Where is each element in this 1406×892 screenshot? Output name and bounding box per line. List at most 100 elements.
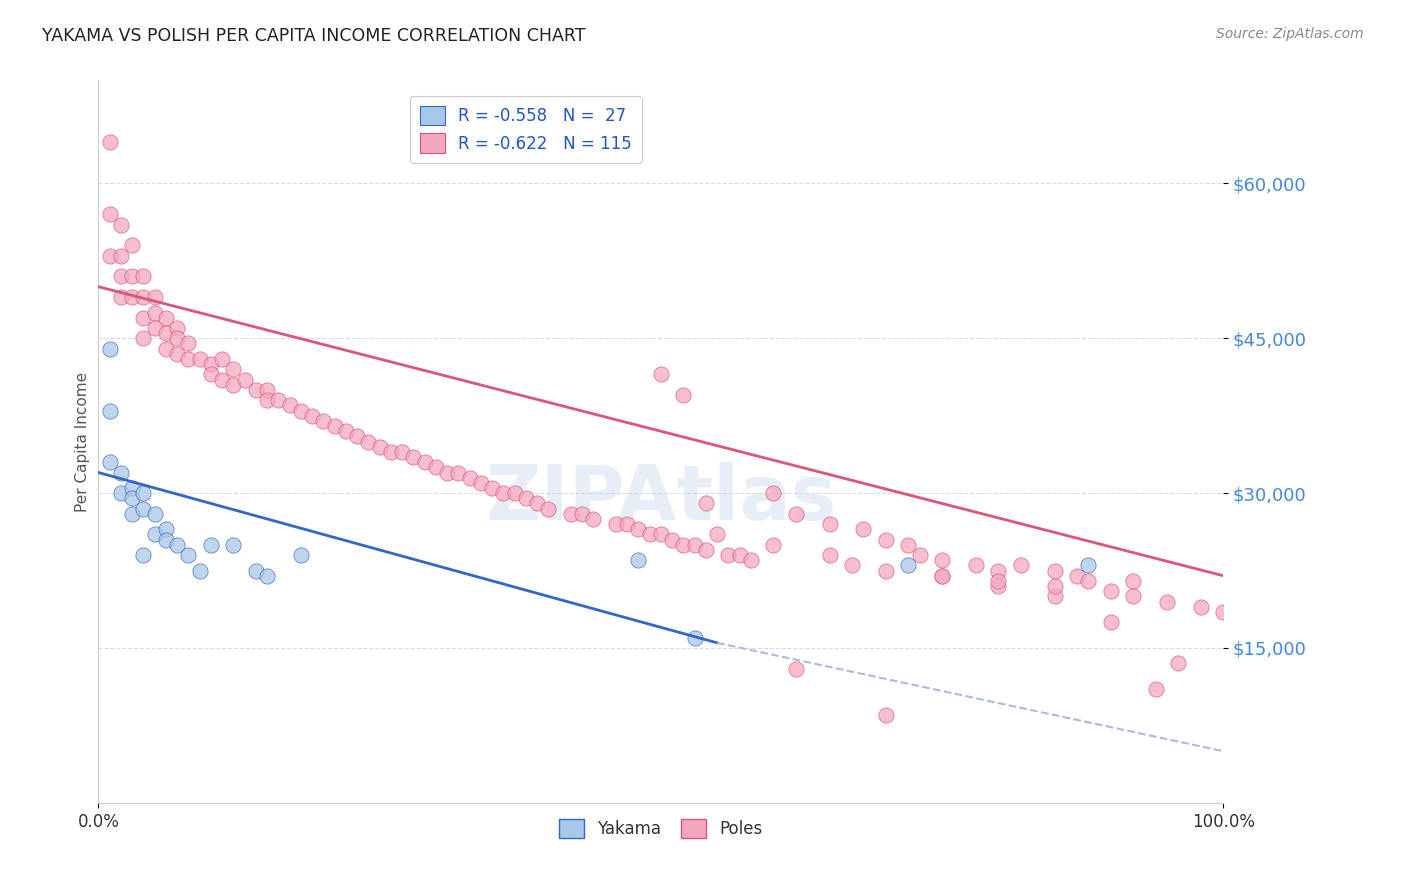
Point: [875, 708, 897, 723]
Point: [537, 501, 560, 516]
Point: [245, 564, 267, 578]
Point: [987, 564, 1010, 578]
Point: [931, 553, 953, 567]
Point: [188, 564, 211, 578]
Point: [650, 527, 672, 541]
Point: [132, 310, 155, 325]
Point: [256, 568, 278, 582]
Point: [121, 290, 143, 304]
Point: [290, 548, 312, 562]
Point: [1099, 584, 1122, 599]
Point: [143, 321, 166, 335]
Point: [1167, 657, 1189, 671]
Point: [931, 568, 953, 582]
Point: [492, 486, 515, 500]
Point: [98, 249, 121, 263]
Point: [447, 466, 470, 480]
Point: [762, 486, 785, 500]
Point: [188, 351, 211, 366]
Point: [132, 269, 155, 284]
Point: [402, 450, 425, 464]
Point: [380, 445, 402, 459]
Point: [166, 347, 188, 361]
Point: [1043, 579, 1066, 593]
Text: Source: ZipAtlas.com: Source: ZipAtlas.com: [1216, 27, 1364, 41]
Point: [785, 507, 807, 521]
Point: [155, 342, 177, 356]
Point: [818, 517, 841, 532]
Point: [143, 507, 166, 521]
Point: [267, 393, 290, 408]
Point: [335, 424, 357, 438]
Point: [110, 486, 132, 500]
Point: [818, 548, 841, 562]
Point: [875, 564, 897, 578]
Point: [1099, 615, 1122, 630]
Point: [908, 548, 931, 562]
Point: [166, 538, 188, 552]
Point: [98, 342, 121, 356]
Point: [346, 429, 368, 443]
Point: [200, 538, 222, 552]
Point: [717, 548, 740, 562]
Point: [110, 249, 132, 263]
Point: [875, 533, 897, 547]
Point: [110, 218, 132, 232]
Point: [121, 507, 143, 521]
Point: [526, 496, 548, 510]
Point: [391, 445, 413, 459]
Point: [560, 507, 582, 521]
Point: [121, 238, 143, 252]
Point: [256, 393, 278, 408]
Point: [121, 491, 143, 506]
Point: [155, 326, 177, 341]
Point: [132, 486, 155, 500]
Point: [785, 662, 807, 676]
Point: [155, 522, 177, 536]
Point: [841, 558, 863, 573]
Point: [132, 290, 155, 304]
Point: [931, 568, 953, 582]
Text: YAKAMA VS POLISH PER CAPITA INCOME CORRELATION CHART: YAKAMA VS POLISH PER CAPITA INCOME CORRE…: [42, 27, 586, 45]
Point: [728, 548, 751, 562]
Point: [290, 403, 312, 417]
Point: [987, 579, 1010, 593]
Point: [121, 481, 143, 495]
Point: [683, 631, 706, 645]
Point: [278, 398, 301, 412]
Point: [155, 533, 177, 547]
Point: [177, 548, 200, 562]
Point: [695, 496, 717, 510]
Point: [740, 553, 762, 567]
Point: [627, 553, 650, 567]
Point: [1043, 590, 1066, 604]
Point: [98, 135, 121, 149]
Point: [357, 434, 380, 449]
Point: [143, 527, 166, 541]
Point: [897, 538, 920, 552]
Point: [368, 440, 391, 454]
Point: [98, 403, 121, 417]
Point: [110, 290, 132, 304]
Point: [706, 527, 728, 541]
Text: ZIPAtlas: ZIPAtlas: [485, 462, 837, 536]
Point: [425, 460, 447, 475]
Point: [458, 471, 481, 485]
Point: [301, 409, 323, 423]
Y-axis label: Per Capita Income: Per Capita Income: [75, 371, 90, 512]
Point: [1156, 594, 1178, 608]
Point: [211, 351, 233, 366]
Point: [256, 383, 278, 397]
Point: [683, 538, 706, 552]
Point: [245, 383, 267, 397]
Point: [661, 533, 683, 547]
Point: [1066, 568, 1088, 582]
Point: [1212, 605, 1234, 619]
Point: [515, 491, 537, 506]
Point: [897, 558, 920, 573]
Point: [965, 558, 987, 573]
Point: [121, 269, 143, 284]
Point: [762, 538, 785, 552]
Point: [616, 517, 638, 532]
Point: [672, 388, 695, 402]
